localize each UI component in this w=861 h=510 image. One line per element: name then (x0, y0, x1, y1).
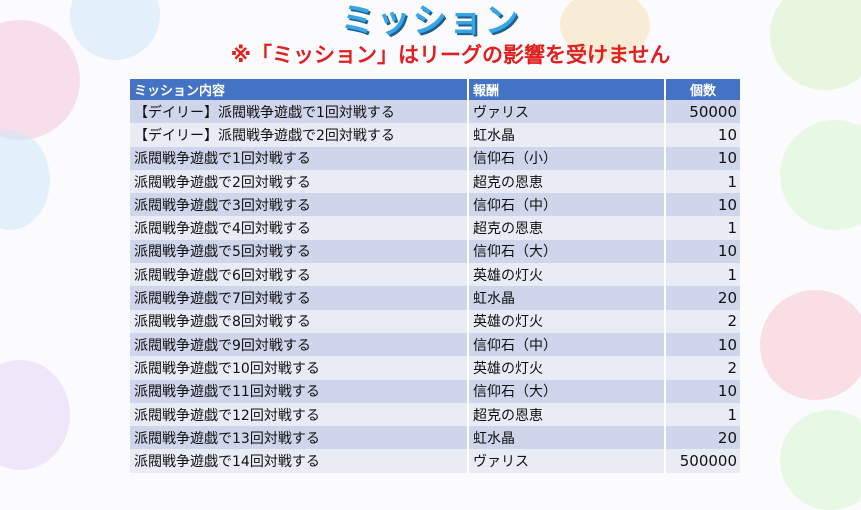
table-row: 派閥戦争遊戯で9回対戦する 信仰石（中） 10 (130, 332, 740, 357)
column-header-mission: ミッション内容 (130, 79, 469, 100)
table-row: 派閥戦争遊戯で8回対戦する 英雄の灯火 2 (130, 309, 740, 333)
count-cell: 10 (665, 379, 740, 403)
count-cell: 1 (665, 216, 740, 240)
background-blob (0, 360, 70, 470)
table-row: 派閥戦争遊戯で4回対戦する 超克の恩恵 1 (130, 216, 740, 240)
reward-cell: 信仰石（中） (468, 193, 666, 217)
count-cell: 2 (665, 356, 740, 380)
mission-cell: 【デイリー】派閥戦争遊戯で2回対戦する (130, 123, 469, 147)
mission-cell: 派閥戦争遊戯で1回対戦する (130, 146, 469, 170)
mission-table: ミッション内容 報酬 個数 【デイリー】派閥戦争遊戯で1回対戦する ヴァリス 500… (130, 79, 740, 473)
count-cell: 1 (665, 402, 740, 427)
reward-cell: 虹水晶 (468, 286, 666, 310)
table-row: 派閥戦争遊戯で6回対戦する 英雄の灯火 1 (130, 263, 740, 287)
reward-cell: 英雄の灯火 (468, 309, 666, 333)
table-row: 派閥戦争遊戯で3回対戦する 信仰石（中） 10 (130, 193, 740, 217)
reward-cell: ヴァリス (468, 100, 666, 124)
count-cell: 10 (665, 123, 740, 147)
count-cell: 10 (665, 146, 740, 170)
count-cell: 20 (665, 426, 740, 450)
count-cell: 500000 (665, 449, 740, 473)
page-title: ミッション (340, 1, 521, 41)
mission-cell: 派閥戦争遊戯で5回対戦する (130, 239, 469, 264)
reward-cell: 信仰石（大） (468, 239, 666, 264)
count-cell: 1 (665, 169, 740, 194)
mission-cell: 派閥戦争遊戯で11回対戦する (130, 379, 469, 403)
mission-cell: 派閥戦争遊戯で7回対戦する (130, 286, 469, 310)
background-blob (0, 130, 50, 230)
background-blob (560, 0, 650, 60)
mission-cell: 派閥戦争遊戯で14回対戦する (130, 449, 469, 473)
count-cell: 1 (665, 263, 740, 287)
mission-cell: 派閥戦争遊戯で13回対戦する (130, 426, 469, 450)
count-cell: 10 (665, 239, 740, 264)
mission-cell: 派閥戦争遊戯で4回対戦する (130, 216, 469, 240)
page-subtitle: ※「ミッション」はリーグの影響を受けません (230, 43, 671, 67)
reward-cell: 英雄の灯火 (468, 263, 666, 287)
mission-cell: 派閥戦争遊戯で3回対戦する (130, 193, 469, 217)
table-row: 派閥戦争遊戯で10回対戦する 英雄の灯火 2 (130, 356, 740, 380)
table-row: 派閥戦争遊戯で7回対戦する 虹水晶 20 (130, 286, 740, 310)
mission-table-body: 【デイリー】派閥戦争遊戯で1回対戦する ヴァリス 50000 【デイリー】派閥戦争遊戯… (130, 100, 740, 473)
table-row: 派閥戦争遊戯で14回対戦する ヴァリス 500000 (130, 449, 740, 473)
mission-cell: 【デイリー】派閥戦争遊戯で1回対戦する (130, 100, 469, 124)
mission-cell: 派閥戦争遊戯で8回対戦する (130, 309, 469, 333)
table-row: 派閥戦争遊戯で12回対戦する 超克の恩恵 1 (130, 402, 740, 427)
count-cell: 2 (665, 309, 740, 333)
column-header-count: 個数 (665, 79, 740, 100)
reward-cell: 信仰石（小） (468, 146, 666, 170)
reward-cell: 超克の恩恵 (468, 402, 666, 427)
reward-cell: 英雄の灯火 (468, 356, 666, 380)
reward-cell: 虹水晶 (468, 123, 666, 147)
table-header-row: ミッション内容 報酬 個数 (130, 79, 740, 100)
reward-cell: 信仰石（中） (468, 332, 666, 357)
reward-cell: ヴァリス (468, 449, 666, 473)
reward-cell: 信仰石（大） (468, 379, 666, 403)
reward-cell: 超克の恩恵 (468, 169, 666, 194)
reward-cell: 超克の恩恵 (468, 216, 666, 240)
count-cell: 50000 (665, 100, 740, 124)
table-row: 派閥戦争遊戯で5回対戦する 信仰石（大） 10 (130, 239, 740, 264)
count-cell: 10 (665, 332, 740, 357)
background-blob (760, 290, 861, 400)
table-row: 派閥戦争遊戯で1回対戦する 信仰石（小） 10 (130, 146, 740, 170)
table-row: 【デイリー】派閥戦争遊戯で2回対戦する 虹水晶 10 (130, 123, 740, 147)
mission-cell: 派閥戦争遊戯で10回対戦する (130, 356, 469, 380)
table-row: 派閥戦争遊戯で11回対戦する 信仰石（大） 10 (130, 379, 740, 403)
table-row: 【デイリー】派閥戦争遊戯で1回対戦する ヴァリス 50000 (130, 100, 740, 124)
mission-cell: 派閥戦争遊戯で12回対戦する (130, 402, 469, 427)
column-header-reward: 報酬 (468, 79, 666, 100)
table-row: 派閥戦争遊戯で13回対戦する 虹水晶 20 (130, 426, 740, 450)
table-row: 派閥戦争遊戯で2回対戦する 超克の恩恵 1 (130, 169, 740, 194)
count-cell: 10 (665, 193, 740, 217)
mission-cell: 派閥戦争遊戯で9回対戦する (130, 332, 469, 357)
mission-cell: 派閥戦争遊戯で2回対戦する (130, 169, 469, 194)
count-cell: 20 (665, 286, 740, 310)
background-blob (780, 410, 861, 510)
mission-cell: 派閥戦争遊戯で6回対戦する (130, 263, 469, 287)
reward-cell: 虹水晶 (468, 426, 666, 450)
background-blob (780, 120, 861, 230)
